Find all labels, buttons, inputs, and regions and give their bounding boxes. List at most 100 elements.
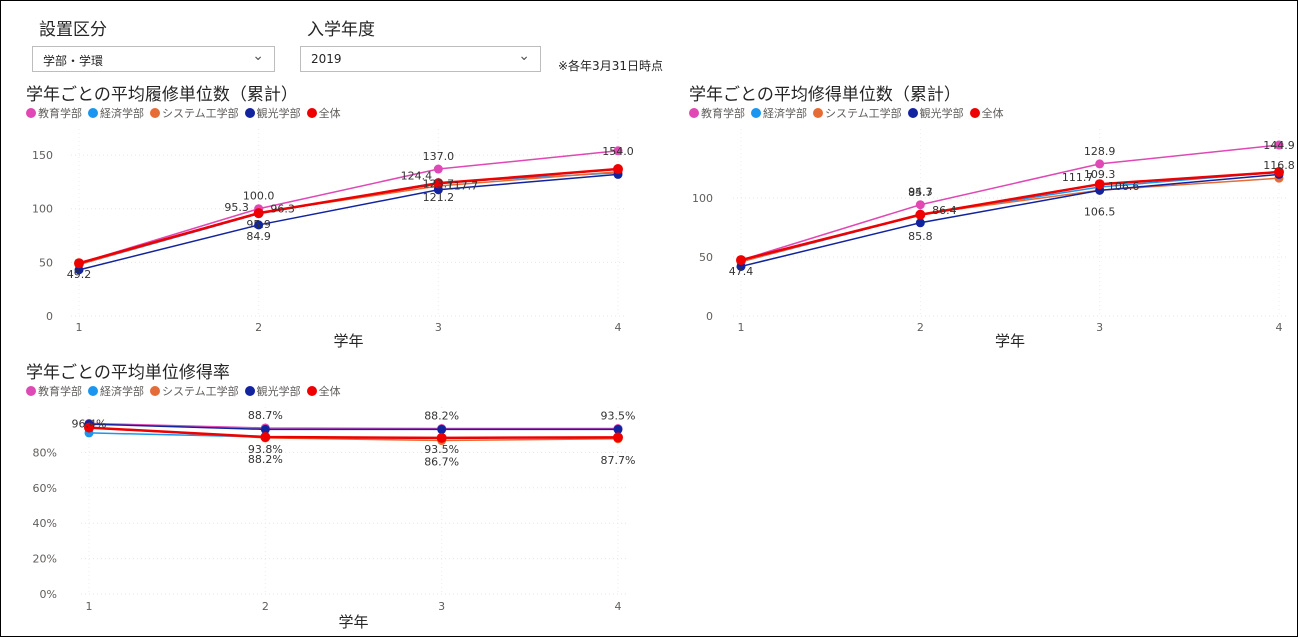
legend-label: 観光学部: [256, 107, 301, 120]
legend-label: 全体: [318, 107, 341, 120]
data-label: 94.3: [908, 186, 933, 199]
data-point[interactable]: [253, 208, 264, 219]
data-label: 137.0: [423, 150, 455, 163]
legend-dot-icon: [244, 108, 255, 118]
x-tick-label: 3: [435, 321, 442, 334]
data-point[interactable]: [254, 220, 264, 230]
x-tick-label: 1: [86, 600, 93, 613]
data-point[interactable]: [613, 432, 623, 443]
data-point[interactable]: [1274, 167, 1284, 178]
data-label: 93.8%: [248, 443, 283, 456]
legend-item[interactable]: システム工学部: [813, 105, 902, 121]
y-tick-label: 0: [46, 310, 53, 323]
type-dropdown[interactable]: 学部・学環 ⌄: [32, 46, 275, 72]
data-label: 88.7%: [248, 409, 283, 422]
data-label: 93.5%: [424, 443, 459, 456]
y-tick-label: 20%: [33, 553, 57, 566]
legend-label: システム工学部: [162, 107, 239, 120]
legend-dot-icon: [689, 108, 699, 118]
data-point[interactable]: [613, 424, 623, 434]
y-tick-label: 150: [32, 149, 53, 162]
x-tick-label: 1: [738, 321, 745, 334]
legend-item[interactable]: 観光学部: [907, 105, 964, 121]
legend-item[interactable]: システム工学部: [150, 383, 239, 399]
legend-dot-icon: [244, 386, 255, 396]
data-label: 144.9: [1263, 139, 1295, 152]
data-label: 49.2: [67, 268, 92, 281]
y-tick-label: 0%: [40, 588, 57, 601]
series-line: [78, 172, 619, 266]
legend-item[interactable]: システム工学部: [150, 105, 239, 121]
legend-item[interactable]: 全体: [306, 383, 341, 399]
legend-label: 観光学部: [919, 107, 964, 120]
data-point[interactable]: [260, 424, 270, 434]
data-point[interactable]: [1274, 140, 1284, 150]
legend-dot-icon: [306, 386, 317, 396]
legend-item[interactable]: 経済学部: [88, 105, 144, 121]
legend-label: 教育学部: [38, 385, 82, 398]
data-point[interactable]: [915, 209, 926, 220]
data-label: 93.5%: [601, 410, 636, 423]
data-point[interactable]: [613, 146, 623, 156]
filter-type-label: 設置区分: [39, 20, 107, 40]
data-point[interactable]: [433, 178, 444, 189]
series-line: [740, 170, 1280, 262]
data-point[interactable]: [260, 432, 271, 443]
legend-dot-icon: [88, 108, 98, 118]
data-point[interactable]: [436, 432, 447, 443]
data-label: 117.7: [447, 180, 479, 193]
data-label: 109.3: [1084, 168, 1116, 181]
x-tick-label: 2: [917, 321, 924, 334]
data-label: 95.9: [246, 218, 271, 231]
series-line: [88, 426, 619, 440]
data-point[interactable]: [84, 422, 94, 433]
y-tick-label: 80%: [33, 446, 57, 459]
legend-label: 教育学部: [38, 107, 82, 120]
legend-item[interactable]: 経済学部: [88, 383, 144, 399]
series-line: [78, 150, 619, 264]
y-tick-label: 100: [32, 203, 53, 216]
legend-item[interactable]: 教育学部: [26, 383, 82, 399]
legend-item[interactable]: 教育学部: [689, 105, 745, 121]
data-label: 96.3: [270, 203, 295, 216]
series-line: [740, 171, 1280, 263]
series-line: [78, 173, 619, 271]
legend-item[interactable]: 全体: [969, 105, 1004, 121]
series-line: [78, 170, 619, 266]
data-label: 87.7%: [601, 454, 636, 467]
legend-item[interactable]: 教育学部: [26, 105, 82, 121]
chart1-legend: 教育学部 経済学部 システム工学部 観光学部 全体: [26, 105, 341, 121]
legend-label: 経済学部: [763, 107, 807, 120]
data-point[interactable]: [915, 200, 925, 210]
x-tick-label: 2: [255, 321, 262, 334]
data-point[interactable]: [1095, 159, 1105, 169]
legend-dot-icon: [751, 108, 761, 118]
data-label: 123.7: [423, 177, 455, 190]
legend-dot-icon: [150, 386, 160, 396]
x-tick-label: 4: [615, 600, 622, 613]
data-label: 121.2: [423, 191, 455, 204]
legend-dot-icon: [907, 108, 918, 118]
legend-item[interactable]: 観光学部: [244, 383, 301, 399]
series-line: [740, 144, 1280, 261]
data-point[interactable]: [74, 258, 84, 269]
data-point[interactable]: [915, 218, 925, 228]
data-point[interactable]: [437, 424, 447, 434]
legend-dot-icon: [813, 108, 823, 118]
data-label: 106.6: [1108, 180, 1140, 193]
data-point[interactable]: [1094, 179, 1105, 190]
data-point[interactable]: [613, 164, 623, 175]
data-label: 111.7: [1062, 171, 1094, 184]
legend-item[interactable]: 経済学部: [751, 105, 807, 121]
type-dropdown-value: 学部・学環: [43, 54, 104, 68]
data-label: 96.4%: [72, 417, 107, 430]
data-point[interactable]: [433, 164, 443, 174]
y-tick-label: 60%: [33, 482, 57, 495]
year-dropdown[interactable]: 2019 ⌄: [300, 46, 541, 72]
legend-item[interactable]: 観光学部: [244, 105, 301, 121]
series-line: [88, 423, 618, 431]
data-point[interactable]: [736, 255, 746, 266]
chart2-title: 学年ごとの平均修得単位数（累計）: [689, 85, 961, 105]
legend-item[interactable]: 全体: [306, 105, 341, 121]
legend-label: 全体: [318, 385, 341, 398]
